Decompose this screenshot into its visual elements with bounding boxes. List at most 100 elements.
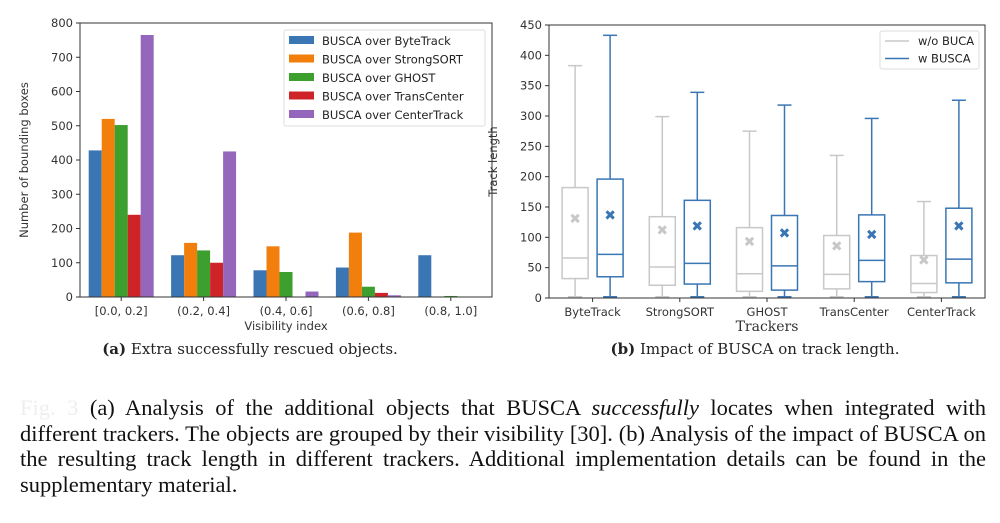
chart-b-ytick-label: 450 — [520, 18, 542, 32]
chart-b-xtick-label: ByteTrack — [564, 305, 621, 319]
box-0-4-mean-marker: ✖ — [918, 253, 930, 269]
chart-a-xtick-label: (0.8, 1.0] — [424, 304, 477, 318]
bar-2-2 — [279, 271, 293, 297]
chart-a-ytick-label: 600 — [51, 85, 73, 99]
caption-b-label: (b) — [610, 340, 636, 358]
figure-caption-body: Fig. 3 (a) Analysis of the additional ob… — [20, 395, 986, 497]
chart-b-xlabel: Trackers — [736, 319, 799, 335]
box-0-1-box — [648, 215, 677, 287]
box-1-0-box — [596, 178, 624, 278]
legend-label-2: BUSCA over GHOST — [322, 71, 436, 85]
chart-b-xtick-label: TransCenter — [819, 305, 889, 319]
bar-0-3 — [335, 267, 349, 297]
chart-a-xtick-label: (0.6, 0.8] — [342, 304, 395, 318]
chart-a-ylabel: Number of bounding boxes — [17, 82, 31, 238]
chart-b-ytick-label: 200 — [520, 170, 542, 184]
box-1-3-mean-marker: ✖ — [866, 227, 878, 243]
bar-4-3 — [387, 295, 401, 297]
box-1-0-mean-marker: ✖ — [604, 208, 616, 224]
bar-0-4 — [418, 255, 432, 297]
legend-swatch-1 — [289, 54, 314, 63]
caption-a-text: Extra successfully rescued objects. — [126, 340, 398, 358]
chart-b-ytick-label: 300 — [520, 109, 542, 123]
chart-a-xtick-label: (0.4, 0.6] — [260, 304, 313, 318]
bar-3-1 — [210, 262, 224, 297]
chart-a-legend — [283, 29, 486, 127]
chart-b-ytick-label: 400 — [520, 48, 542, 62]
legend-swatch-3 — [289, 91, 314, 100]
box-0-2-box — [735, 226, 764, 293]
bar-2-3 — [361, 286, 375, 297]
chart-a-ytick-label: 0 — [66, 290, 73, 304]
chart-b-xtick-label: StrongSORT — [646, 305, 715, 319]
caption-emphasis: successfully — [591, 395, 699, 420]
chart-b-ytick-label: 350 — [520, 79, 542, 93]
caption-b: (b) Impact of BUSCA on track length. — [510, 340, 1000, 358]
box-1-2-box — [770, 214, 799, 291]
bar-1-2 — [266, 246, 280, 297]
caption-a: (a) Extra successfully rescued objects. — [0, 340, 500, 358]
chart-a-ytick-label: 800 — [51, 16, 73, 30]
legend-swatch-2 — [289, 73, 314, 81]
box-1-3-box — [857, 214, 886, 283]
chart-a-ytick-label: 300 — [51, 187, 73, 201]
chart-a-ytick-label: 700 — [51, 50, 73, 64]
chart-a-xtick-label: (0.2, 0.4] — [177, 304, 230, 318]
legend-swatch-0 — [289, 36, 314, 44]
box-0-1-mean-marker: ✖ — [656, 223, 668, 239]
bar-4-1 — [223, 151, 237, 297]
bar-2-1 — [197, 250, 211, 297]
chart-b-ytick-label: 150 — [520, 200, 542, 214]
caption-b-text: Impact of BUSCA on track length. — [635, 340, 900, 358]
box-0-0-box — [561, 186, 589, 280]
chart-b-ytick-label: 0 — [535, 291, 542, 305]
chart-b-ytick-label: 250 — [520, 139, 542, 153]
bar-1-3 — [348, 232, 362, 297]
legend-label-1: BUSCA over StrongSORT — [322, 53, 464, 67]
box-1-1-mean-marker: ✖ — [691, 219, 703, 235]
bar-2-0 — [114, 125, 128, 297]
bar-1-0 — [101, 118, 115, 298]
legend-label-b-0: w/o BUCA — [918, 34, 974, 48]
box-1-2-mean-marker: ✖ — [779, 226, 791, 242]
bar-3-0 — [127, 214, 141, 297]
caption-text-1: (a) Analysis of the additional objects t… — [78, 395, 592, 420]
legend-label-4: BUSCA over CenterTrack — [322, 108, 464, 122]
bar-2-4 — [444, 295, 458, 297]
bar-3-3 — [374, 292, 388, 297]
chart-a-xtick-label: [0.0, 0.2] — [95, 304, 148, 318]
chart-b-xtick-label: GHOST — [747, 305, 789, 319]
chart-a-ytick-label: 500 — [51, 119, 73, 133]
box-0-3-box — [822, 234, 851, 290]
bar-0-2 — [253, 270, 267, 297]
bar-0-0 — [88, 150, 102, 297]
legend-label-b-1: w BUSCA — [918, 52, 971, 66]
bar-0-1 — [171, 255, 185, 297]
chart-b-frame — [548, 24, 986, 299]
caption-text-2: locates when integrated with different t… — [20, 395, 986, 497]
chart-a-frame — [79, 22, 493, 298]
legend-swatch-4 — [289, 110, 314, 118]
legend-label-0: BUSCA over ByteTrack — [322, 34, 451, 48]
bar-1-1 — [184, 242, 198, 297]
box-1-4-box — [945, 207, 973, 284]
chart-a-ytick-label: 200 — [51, 222, 73, 236]
box-0-0-mean-marker: ✖ — [569, 212, 581, 228]
box-1-4-mean-marker: ✖ — [953, 219, 965, 235]
chart-a-ytick-label: 100 — [51, 256, 73, 270]
chart-b-ytick-label: 50 — [527, 261, 542, 275]
box-0-2-mean-marker: ✖ — [744, 235, 756, 251]
bar-4-2 — [305, 291, 319, 297]
caption-a-label: (a) — [102, 340, 127, 358]
chart-b-ylabel: Track length — [486, 126, 500, 197]
chart-a-ytick-label: 400 — [51, 153, 73, 167]
figure-number: Fig. 3 — [20, 395, 79, 420]
chart-b-ytick-label: 100 — [520, 230, 542, 244]
box-0-4-box — [910, 254, 938, 294]
legend-label-3: BUSCA over TransCenter — [322, 90, 464, 104]
chart-a-xlabel: Visibility index — [244, 319, 328, 333]
box-0-3-mean-marker: ✖ — [831, 239, 843, 255]
chart-b-xtick-label: CenterTrack — [907, 305, 976, 319]
bar-4-0 — [140, 34, 154, 298]
